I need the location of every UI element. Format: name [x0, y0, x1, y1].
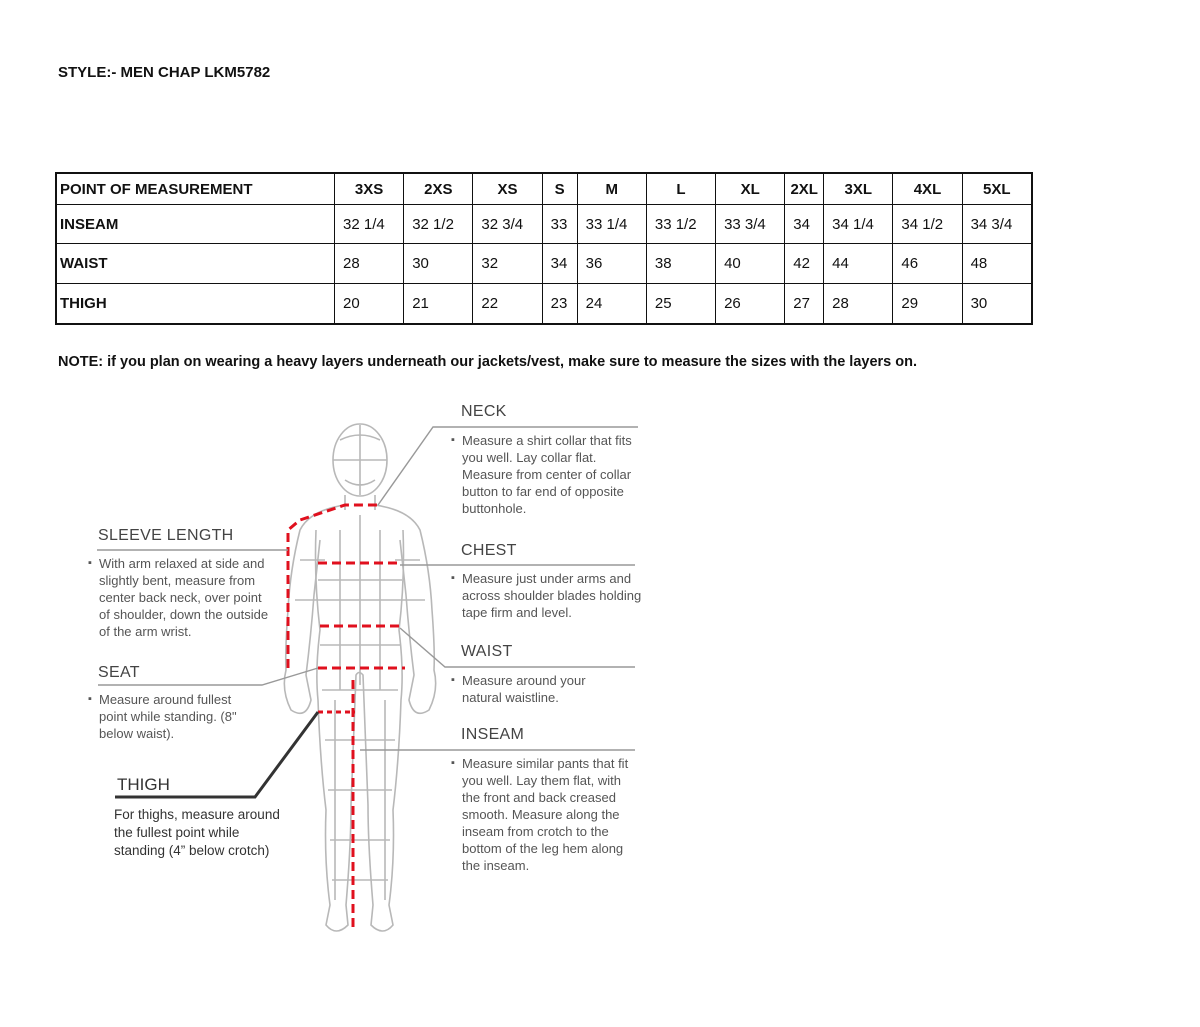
header-cell: POINT OF MEASUREMENT — [55, 172, 335, 205]
inseam-heading: INSEAM — [461, 726, 525, 743]
table-cell: 38 — [645, 243, 717, 284]
table-cell: 32 3/4 — [472, 204, 543, 244]
header-cell: S — [541, 172, 578, 205]
table-cell: 29 — [892, 283, 963, 325]
sleeve-line — [286, 503, 378, 668]
row-label: WAIST — [55, 243, 335, 284]
neck-heading: NECK — [461, 403, 507, 420]
sleeve-text: With arm relaxed at side and slightly be… — [88, 555, 274, 640]
header-cell: XL — [715, 172, 786, 205]
measurement-lines — [286, 503, 405, 930]
note-text: NOTE: if you plan on wearing a heavy lay… — [58, 354, 918, 370]
table-cell: 25 — [645, 283, 717, 325]
table-cell: 33 3/4 — [715, 204, 786, 244]
table-cell: 32 1/2 — [403, 204, 474, 244]
row-label: INSEAM — [55, 204, 335, 244]
header-cell: 3XL — [823, 172, 894, 205]
table-cell: 21 — [403, 283, 474, 325]
table-cell: 28 — [823, 283, 894, 325]
waist-text: Measure around your natural waistline. — [451, 672, 612, 706]
style-title: STYLE:- MEN CHAP LKM5782 — [58, 64, 271, 81]
header-cell: 5XL — [961, 172, 1033, 205]
waist-heading: WAIST — [461, 643, 513, 660]
seat-heading: SEAT — [98, 664, 140, 681]
chest-text: Measure just under arms and across shoul… — [451, 570, 642, 621]
table-cell: 20 — [333, 283, 405, 325]
table-cell: 46 — [892, 243, 963, 284]
table-cell: 36 — [576, 243, 647, 284]
table-cell: 26 — [715, 283, 786, 325]
mannequin-icon — [283, 423, 437, 932]
table-cell: 28 — [333, 243, 405, 284]
table-cell: 34 1/2 — [892, 204, 963, 244]
header-cell: L — [645, 172, 717, 205]
seat-text: Measure around fullest point while stand… — [88, 691, 249, 742]
sleeve-heading: SLEEVE LENGTH — [98, 527, 234, 544]
thigh-text: For thighs, measure around the fullest p… — [114, 807, 280, 858]
table-cell: 30 — [403, 243, 474, 284]
table-row: WAIST 28 30 32 34 36 38 40 42 44 46 48 — [55, 243, 1033, 284]
leader-lines — [97, 426, 638, 751]
table-cell: 27 — [784, 283, 825, 325]
table-row: INSEAM 32 1/4 32 1/2 32 3/4 33 33 1/4 33 1/2 33… — [55, 204, 1033, 244]
header-cell: 2XL — [784, 172, 825, 205]
table-cell: 22 — [472, 283, 543, 325]
table-cell: 32 1/4 — [333, 204, 405, 244]
inseam-text: Measure similar pants that fit you well.… — [451, 755, 642, 874]
table-cell: 34 3/4 — [961, 204, 1033, 244]
table-cell: 42 — [784, 243, 825, 284]
neck-text: Measure a shirt collar that fits you wel… — [451, 432, 642, 517]
chest-heading: CHEST — [461, 542, 517, 559]
table-cell: 32 — [472, 243, 543, 284]
table-cell: 48 — [961, 243, 1033, 284]
table-header-row: POINT OF MEASUREMENT 3XS 2XS XS S M L XL… — [55, 172, 1033, 205]
table-cell: 34 — [541, 243, 578, 284]
table-cell: 33 — [541, 204, 578, 244]
header-cell: 3XS — [333, 172, 405, 205]
table-cell: 40 — [715, 243, 786, 284]
header-cell: 2XS — [403, 172, 474, 205]
table-cell: 34 1/4 — [823, 204, 894, 244]
row-label: THIGH — [55, 283, 335, 325]
table-row: THIGH 20 21 22 23 24 25 26 27 28 29 30 — [55, 283, 1033, 325]
size-table: POINT OF MEASUREMENT 3XS 2XS XS S M L XL… — [55, 172, 1033, 325]
thigh-leader — [115, 711, 320, 799]
table-cell: 30 — [961, 283, 1033, 325]
table-cell: 33 1/2 — [645, 204, 717, 244]
thigh-heading: THIGH — [117, 775, 170, 794]
